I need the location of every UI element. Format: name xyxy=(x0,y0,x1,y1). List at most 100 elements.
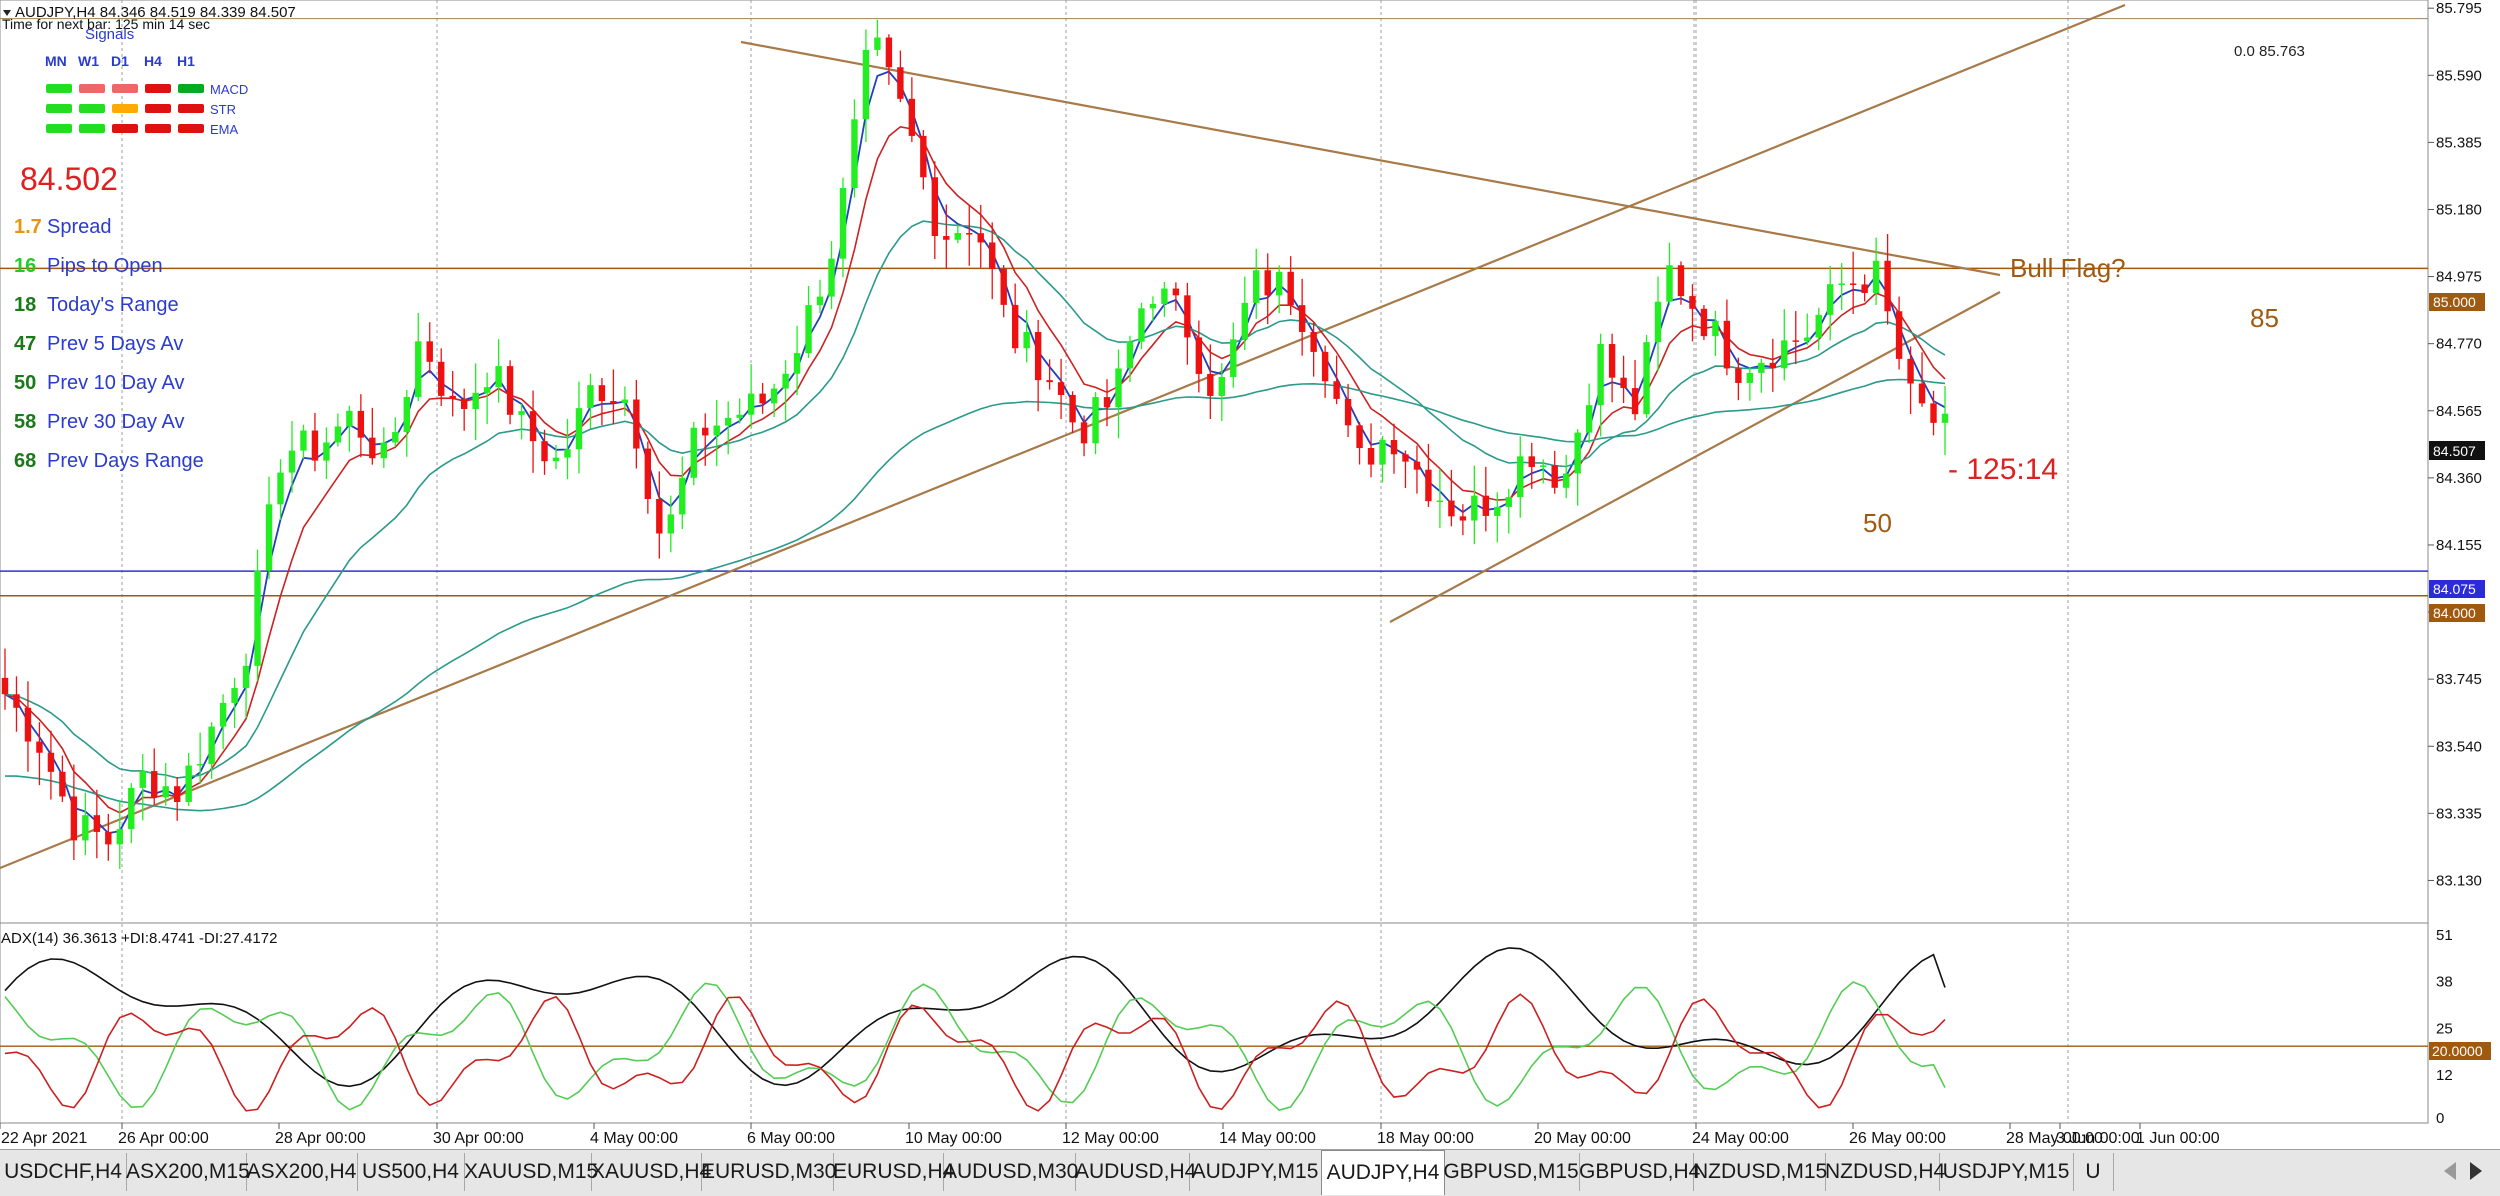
chart-tab[interactable]: USDJPY,M15 xyxy=(1939,1153,2074,1191)
candle-body xyxy=(897,67,904,99)
trendline[interactable] xyxy=(0,3,2126,870)
time-tick-label: 30 Apr 00:00 xyxy=(433,1130,524,1147)
trendline[interactable] xyxy=(740,40,2001,277)
candle-body xyxy=(1276,271,1283,296)
chart-tab-bar: USDCHF,H4 ASX200,M15 ASX200,H4 US500,H4 XAUU… xyxy=(0,1149,2500,1196)
candle-body xyxy=(1046,380,1053,383)
signal-row-label: MACD xyxy=(210,82,248,97)
timeframe-header: W1 xyxy=(78,53,99,69)
candle-body xyxy=(495,366,502,388)
candle-body xyxy=(1356,425,1363,448)
candle-body xyxy=(908,98,916,136)
time-tick-label: 18 May 00:00 xyxy=(1377,1130,1474,1147)
candle-body xyxy=(346,410,353,427)
tag-85000-text: 85.000 xyxy=(2433,294,2476,310)
candle-body xyxy=(415,341,422,398)
chart-tab[interactable]: AUDUSD,M30 xyxy=(943,1153,1078,1191)
signals-panel: MN W1 D1 H4 H1 MACD STR EMA xyxy=(45,53,248,137)
chart-tab[interactable]: US500,H4 xyxy=(357,1153,465,1191)
candle-body xyxy=(472,392,479,410)
candle-body xyxy=(736,414,743,418)
chart-tab[interactable]: ASX200,M15 xyxy=(126,1153,250,1191)
collapse-triangle-icon[interactable] xyxy=(3,10,11,16)
candle-body xyxy=(70,796,78,841)
time-tick-label: 14 May 00:00 xyxy=(1219,1130,1316,1147)
candle-body xyxy=(208,726,215,765)
candle-body xyxy=(1781,340,1788,369)
candle-body xyxy=(1528,456,1535,467)
adx-tick-label: 25 xyxy=(2436,1020,2453,1037)
tag-84000 xyxy=(2429,604,2485,622)
tabs-scroll-left-icon[interactable] xyxy=(2444,1162,2456,1180)
chart-tab[interactable]: AUDUSD,H4 xyxy=(1075,1153,1196,1191)
chart-tab[interactable]: NZDUSD,M15 xyxy=(1693,1153,1827,1191)
chart-tab[interactable]: EURUSD,H4 xyxy=(833,1153,954,1191)
current-price-tag xyxy=(2429,441,2485,460)
adx-panel-area[interactable] xyxy=(0,922,2429,1124)
chart-tab[interactable]: U xyxy=(2073,1153,2114,1191)
signal-cell xyxy=(79,124,105,133)
candle-body xyxy=(1367,447,1375,465)
timeframe-header: D1 xyxy=(111,53,129,69)
adx-tick-label: 38 xyxy=(2436,974,2453,991)
chart-tab[interactable]: XAUUSD,H4 xyxy=(591,1153,711,1191)
candle-body xyxy=(931,177,939,237)
candle-body xyxy=(1011,304,1019,349)
chart-tab[interactable]: NZDUSD,H4 xyxy=(1825,1153,1945,1191)
time-tick-label: 10 May 00:00 xyxy=(905,1130,1002,1147)
candle-body xyxy=(1746,372,1754,383)
level-50-label: 50 xyxy=(1863,508,1892,538)
adx-series-line xyxy=(4,981,1946,1112)
candle-body xyxy=(1735,368,1742,383)
signals-title: Signals xyxy=(85,26,134,43)
main-chart-area[interactable] xyxy=(0,0,2429,924)
candle-body xyxy=(702,427,709,436)
info-value: 1.7 xyxy=(14,216,42,238)
candle-body xyxy=(1092,397,1099,444)
chart-tab[interactable]: USDCHF,H4 xyxy=(0,1153,127,1191)
candle-body xyxy=(713,425,720,436)
candle-body xyxy=(1184,295,1191,338)
candle-body xyxy=(1023,331,1030,349)
adx-label: ADX(14) 36.3613 +DI:8.4741 -DI:27.4172 xyxy=(1,930,277,947)
candle-body xyxy=(1230,339,1237,377)
candle-body xyxy=(1849,283,1857,285)
candle-body xyxy=(369,437,376,459)
candle-body xyxy=(1253,270,1260,303)
candle-body xyxy=(82,815,89,841)
candle-body xyxy=(874,37,881,50)
candle-body xyxy=(1115,368,1122,408)
candle-body xyxy=(506,366,514,415)
candle-body xyxy=(1413,461,1421,470)
candle-body xyxy=(943,236,950,240)
chart-tab[interactable]: AUDJPY,M15 xyxy=(1189,1153,1322,1191)
chart-tab[interactable]: ASX200,H4 xyxy=(246,1153,358,1191)
candle-body xyxy=(1666,265,1673,302)
chart-tab[interactable]: GBPUSD,M15 xyxy=(1443,1153,1580,1191)
candle-body xyxy=(690,427,697,478)
candle-body xyxy=(1,677,9,695)
candle-body xyxy=(805,305,812,354)
chart-tab[interactable]: AUDJPY,H4 xyxy=(1321,1150,1445,1195)
tag-84075 xyxy=(2429,580,2485,598)
candle-body xyxy=(403,397,410,433)
candle-body xyxy=(1425,469,1432,502)
candle-body xyxy=(1574,432,1581,474)
candle-body xyxy=(966,233,973,235)
adx-tick-label: 51 xyxy=(2436,927,2453,944)
candle-body xyxy=(1195,337,1203,374)
candle-body xyxy=(1815,314,1822,338)
signal-cell xyxy=(79,104,105,113)
tag-adx-level xyxy=(2429,1042,2491,1060)
chart-tab[interactable]: GBPUSD,H4 xyxy=(1579,1153,1700,1191)
tabs-scroll-right-icon[interactable] xyxy=(2470,1162,2482,1180)
time-tick-label: 26 May 00:00 xyxy=(1849,1130,1946,1147)
candle-body xyxy=(1643,342,1650,415)
chart-tab[interactable]: XAUUSD,M15 xyxy=(464,1153,598,1191)
chart-tab[interactable]: EURUSD,M30 xyxy=(701,1153,836,1191)
candle-body xyxy=(1562,473,1570,488)
candle-body xyxy=(1333,381,1340,399)
candle-body xyxy=(989,242,996,269)
candle-body xyxy=(1689,296,1696,309)
